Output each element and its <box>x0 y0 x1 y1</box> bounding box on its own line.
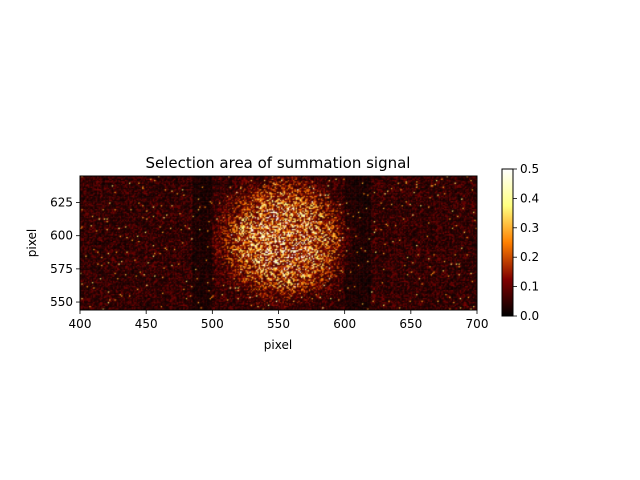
y-axis: 550 575 600 625 <box>50 196 80 309</box>
x-tick-label: 700 <box>466 317 489 331</box>
x-tick-label: 500 <box>201 317 224 331</box>
x-axis-label: pixel <box>264 338 292 352</box>
y-tick-label: 625 <box>50 196 73 210</box>
heatmap-area <box>79 175 478 311</box>
y-axis-label: pixel <box>25 229 39 257</box>
y-tick-label: 550 <box>50 295 73 309</box>
colorbar-gradient <box>501 168 514 317</box>
colorbar-tick-label: 0.5 <box>520 162 539 176</box>
colorbar-tick-label: 0.2 <box>520 250 539 264</box>
x-axis: 400 450 500 550 600 650 700 <box>69 310 489 331</box>
x-tick-label: 600 <box>333 317 356 331</box>
colorbar-tick-label: 0.3 <box>520 221 539 235</box>
x-tick-label: 550 <box>267 317 290 331</box>
heatmap-image <box>80 176 477 310</box>
colorbar-tick-label: 0.4 <box>520 191 539 205</box>
x-tick-label: 450 <box>135 317 158 331</box>
x-tick-label: 400 <box>69 317 92 331</box>
chart-title: Selection area of summation signal <box>146 154 411 172</box>
colorbar-tick-label: 0.0 <box>520 309 539 323</box>
colorbar-tick-label: 0.1 <box>520 280 539 294</box>
colorbar: 0.0 0.1 0.2 0.3 0.4 0.5 <box>501 162 539 323</box>
x-tick-label: 650 <box>399 317 422 331</box>
colorbar-ticks: 0.0 0.1 0.2 0.3 0.4 0.5 <box>513 162 539 323</box>
y-tick-label: 600 <box>50 229 73 243</box>
y-tick-label: 575 <box>50 262 73 276</box>
